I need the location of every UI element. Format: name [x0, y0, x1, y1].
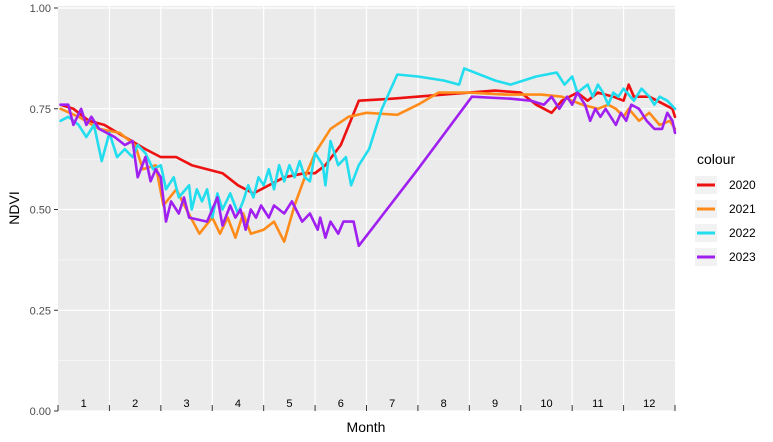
legend-label-2023: 2023	[729, 250, 756, 264]
month-label-9: 9	[492, 398, 498, 410]
month-label-2: 2	[132, 398, 138, 410]
legend-label-2022: 2022	[729, 226, 756, 240]
month-label-6: 6	[338, 398, 344, 410]
month-label-11: 11	[592, 398, 603, 410]
month-label-5: 5	[286, 398, 292, 410]
y-tick-label: 0.25	[30, 305, 51, 317]
month-label-3: 3	[183, 398, 189, 410]
major-gridlines	[58, 6, 675, 412]
series-line-2021	[59, 91, 677, 243]
series-lines	[59, 67, 677, 248]
month-separator-ticks	[57, 405, 676, 411]
month-labels: 1 2 3 4 5 6 7 8 9 10 11 12	[81, 398, 656, 410]
month-label-12: 12	[643, 398, 655, 410]
y-tick-label: 0.00	[30, 406, 51, 418]
y-axis: 0.00 0.25 0.50 0.75 1.00	[30, 3, 58, 418]
month-label-10: 10	[540, 398, 552, 410]
series-line-2022	[59, 67, 677, 219]
legend-title: colour	[697, 151, 735, 167]
y-tick-label: 1.00	[30, 3, 51, 15]
month-label-1: 1	[81, 398, 87, 410]
x-axis-title: Month	[347, 419, 386, 435]
month-label-7: 7	[389, 398, 395, 410]
y-axis-title: NDVI	[6, 191, 22, 224]
month-label-4: 4	[235, 398, 241, 410]
month-label-8: 8	[441, 398, 447, 410]
legend-label-2020: 2020	[729, 178, 756, 192]
legend-label-2021: 2021	[729, 202, 756, 216]
series-line-2023	[59, 91, 677, 248]
legend: colour 2020 2021 2022 2023	[695, 151, 756, 266]
y-tick-label: 0.75	[30, 104, 51, 116]
y-tick-label: 0.50	[30, 205, 51, 217]
series-line-2020	[59, 83, 677, 195]
